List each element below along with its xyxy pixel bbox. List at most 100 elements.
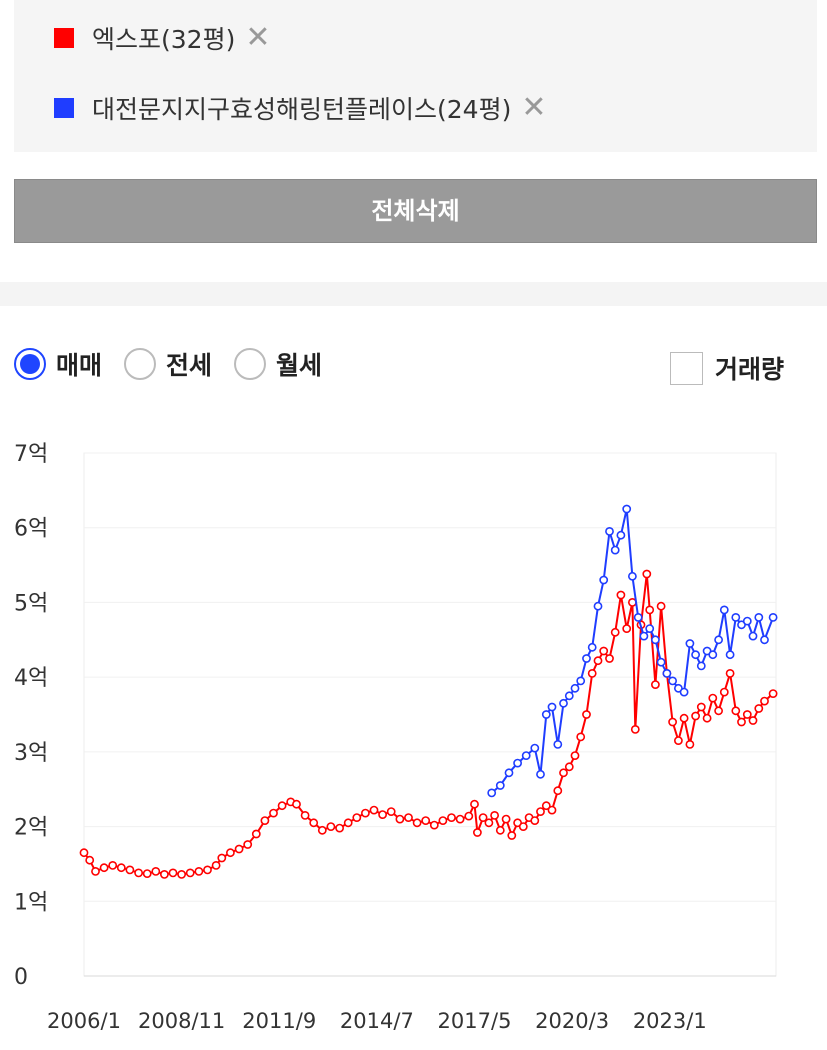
data-point-0 [754, 704, 764, 713]
radio-sale[interactable]: 매매 [14, 346, 102, 382]
y-tick-label: 4억 [14, 666, 48, 691]
data-point-1 [679, 687, 689, 697]
legend-label: 엑스포(32평) [92, 25, 236, 54]
data-point-0 [478, 813, 488, 822]
data-point-0 [378, 810, 387, 819]
data-point-0 [455, 814, 465, 824]
data-point-1 [708, 650, 718, 660]
data-point-0 [696, 702, 706, 712]
data-point-1 [725, 650, 735, 660]
data-point-1 [541, 710, 551, 719]
data-point-0 [464, 811, 474, 821]
data-point-0 [243, 840, 253, 849]
data-point-0 [541, 801, 551, 811]
data-point-0 [343, 818, 353, 828]
clear-all-button[interactable]: 전체삭제 [14, 179, 817, 243]
data-point-0 [501, 814, 511, 824]
data-point-0 [326, 822, 336, 831]
data-point-0 [642, 569, 652, 579]
data-point-0 [134, 868, 143, 878]
data-point-0 [194, 866, 204, 876]
data-point-0 [292, 799, 301, 809]
data-point-1 [610, 545, 620, 555]
data-point-1 [645, 624, 655, 633]
data-point-0 [217, 853, 227, 863]
radio-monthly-rent[interactable]: 월세 [234, 346, 322, 382]
data-point-1 [616, 530, 626, 540]
data-point-1 [547, 702, 557, 712]
legend-swatch-blue [54, 98, 74, 118]
data-point-1 [754, 612, 764, 622]
data-point-1 [748, 631, 758, 641]
data-point-0 [421, 816, 431, 825]
data-point-0 [725, 668, 735, 678]
x-tick-label: 2006/1 [47, 1009, 121, 1033]
data-point-1 [668, 676, 677, 686]
data-point-0 [211, 860, 221, 870]
volume-checkbox[interactable] [670, 351, 703, 385]
data-point-1 [536, 769, 545, 779]
radio-jeonse[interactable]: 전세 [124, 346, 212, 382]
data-point-1 [576, 676, 586, 686]
y-tick-label: 0 [14, 965, 28, 990]
data-point-0 [559, 768, 568, 778]
y-tick-label: 3억 [14, 741, 48, 766]
volume-toggle[interactable]: 거래량 [670, 350, 784, 386]
data-point-0 [251, 829, 261, 839]
data-point-1 [553, 739, 563, 749]
y-tick-label: 1억 [14, 890, 48, 915]
data-point-1 [513, 758, 522, 768]
data-point-1 [662, 668, 672, 678]
data-point-1 [714, 635, 723, 645]
data-point-0 [438, 816, 448, 825]
data-point-0 [768, 689, 778, 698]
section-divider [0, 282, 827, 306]
data-point-0 [748, 716, 758, 725]
x-tick-label: 2020/3 [535, 1009, 609, 1033]
data-point-1 [628, 571, 637, 581]
volume-label: 거래량 [715, 355, 785, 384]
close-icon[interactable]: ✕ [521, 90, 547, 125]
data-point-0 [679, 713, 689, 723]
x-tick-label: 2023/1 [633, 1009, 707, 1033]
data-point-1 [530, 743, 540, 753]
data-point-1 [599, 575, 609, 585]
data-point-0 [470, 799, 479, 809]
radio-circle-icon[interactable] [234, 348, 267, 380]
data-point-1 [587, 642, 597, 652]
data-point-0 [668, 717, 677, 727]
data-point-0 [605, 654, 614, 663]
data-point-0 [760, 696, 769, 706]
data-point-0 [386, 807, 396, 816]
data-point-1 [633, 612, 643, 622]
data-point-1 [685, 639, 695, 648]
y-tick-label: 2억 [14, 816, 48, 841]
data-point-1 [651, 635, 660, 645]
data-point-0 [622, 624, 632, 633]
data-point-0 [168, 868, 178, 878]
data-point-0 [99, 863, 109, 873]
data-point-0 [404, 813, 413, 822]
legend-swatch-red [54, 28, 74, 48]
data-point-0 [395, 814, 405, 824]
close-icon[interactable]: ✕ [245, 20, 271, 55]
radio-circle-icon[interactable] [124, 348, 157, 380]
data-point-0 [547, 805, 557, 815]
trade-type-radio-group: 매매 전세 월세 [14, 346, 344, 382]
data-point-0 [553, 786, 563, 796]
data-point-0 [203, 865, 212, 875]
data-point-0 [656, 601, 666, 611]
data-point-0 [116, 863, 126, 873]
data-point-0 [472, 828, 482, 837]
data-point-0 [108, 860, 118, 870]
data-point-0 [335, 823, 344, 833]
data-point-1 [768, 612, 778, 622]
radio-circle-icon[interactable] [14, 348, 46, 380]
data-point-0 [536, 807, 545, 816]
data-point-0 [702, 713, 712, 723]
data-point-0 [530, 816, 540, 825]
data-point-1 [656, 657, 666, 667]
data-point-0 [645, 605, 655, 615]
y-tick-label: 6억 [14, 517, 48, 542]
data-point-1 [593, 601, 603, 611]
